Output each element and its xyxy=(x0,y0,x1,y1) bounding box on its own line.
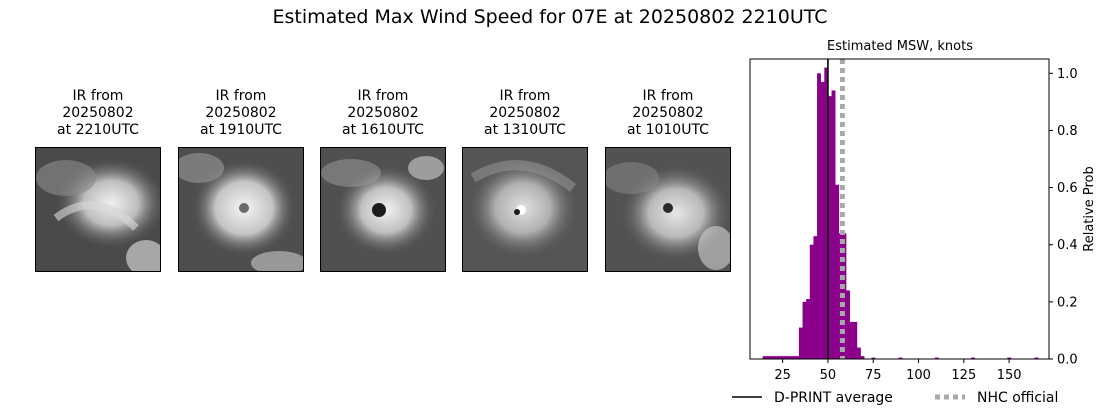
histogram-bar xyxy=(934,357,939,359)
histogram-bar xyxy=(795,356,800,359)
ir-title-time: at 1910UTC xyxy=(200,122,282,138)
histogram-bar xyxy=(846,290,850,359)
ir-title-date: 20250802 xyxy=(489,105,561,121)
ir-title-line: IR from xyxy=(357,88,409,104)
ir-satellite-image xyxy=(35,147,161,272)
ir-panel-title: IR from 20250802 at 2210UTC xyxy=(15,88,181,139)
histogram-bar xyxy=(784,356,789,359)
y-tick-label: 0.4 xyxy=(1057,238,1078,253)
ir-title-time: at 2210UTC xyxy=(57,122,139,138)
histogram-bar xyxy=(849,321,854,359)
histogram-bar xyxy=(820,81,825,359)
y-tick-label: 0.8 xyxy=(1057,124,1078,139)
x-axis-ticks: 25 50 75 100 125 150 xyxy=(774,359,1022,383)
histogram-bar xyxy=(777,356,782,359)
y-axis-ticks: 0.0 0.2 0.4 0.6 0.8 1.0 xyxy=(1049,67,1078,368)
histogram-bar xyxy=(827,96,832,360)
histogram-bar xyxy=(856,347,861,359)
histogram-bar xyxy=(773,356,778,359)
histogram-bar xyxy=(860,356,865,359)
ir-satellite-image xyxy=(178,147,304,272)
histogram-bar xyxy=(824,67,829,360)
y-axis-label: Relative Prob xyxy=(1082,166,1097,251)
ir-title-line: IR from xyxy=(72,88,124,104)
chart-title: Estimated MSW, knots xyxy=(827,39,973,54)
histogram-bar xyxy=(780,356,785,359)
x-tick-label: 75 xyxy=(865,368,882,383)
reference-lines xyxy=(827,59,845,359)
ir-title-time: at 1610UTC xyxy=(342,122,424,138)
chart-legend: D-PRINT average NHC official xyxy=(732,390,1058,406)
ir-title-line: IR from xyxy=(499,88,551,104)
histogram-bar xyxy=(853,321,858,359)
histogram-bar xyxy=(971,357,976,359)
ir-satellite-image xyxy=(462,147,588,272)
histogram-bar xyxy=(788,356,792,359)
ir-satellite-image xyxy=(605,147,731,272)
ir-title-date: 20250802 xyxy=(347,105,419,121)
x-tick-label: 125 xyxy=(951,368,976,383)
histogram-bar xyxy=(813,236,818,359)
y-tick-label: 0.2 xyxy=(1057,295,1078,310)
ir-title-line: IR from xyxy=(642,88,694,104)
ir-title-time: at 1310UTC xyxy=(484,122,566,138)
ir-title-date: 20250802 xyxy=(205,105,277,121)
histogram-bar xyxy=(831,90,836,359)
histogram-bar xyxy=(835,184,840,359)
histogram-bar xyxy=(809,244,814,359)
histogram-bar xyxy=(871,357,876,359)
y-tick-label: 0.6 xyxy=(1057,181,1078,196)
histogram-bar xyxy=(798,327,803,359)
plot-frame xyxy=(749,58,1050,360)
histogram-bars xyxy=(762,67,1039,360)
histogram-bar xyxy=(762,356,767,359)
figure-title: Estimated Max Wind Speed for 07E at 2025… xyxy=(272,6,828,28)
histogram-bar xyxy=(769,356,774,359)
y-tick-label: 1.0 xyxy=(1057,67,1078,82)
x-tick-label: 100 xyxy=(906,368,931,383)
legend-dprint-label: D-PRINT average xyxy=(774,390,893,406)
ir-satellite-image xyxy=(320,147,446,272)
ir-panel-title: IR from 20250802 at 1010UTC xyxy=(585,88,751,139)
x-tick-label: 25 xyxy=(774,368,791,383)
legend-nhc-label: NHC official xyxy=(977,390,1058,406)
histogram-bar xyxy=(1007,357,1012,359)
y-tick-label: 0.0 xyxy=(1057,353,1078,368)
histogram-bar xyxy=(817,73,821,360)
x-tick-label: 150 xyxy=(997,368,1022,383)
histogram-bar xyxy=(802,301,807,359)
ir-title-time: at 1010UTC xyxy=(627,122,709,138)
ir-title-date: 20250802 xyxy=(62,105,134,121)
histogram-bar xyxy=(791,356,796,359)
ir-panel-title: IR from 20250802 at 1910UTC xyxy=(158,88,324,139)
x-tick-label: 50 xyxy=(820,368,837,383)
histogram-bar xyxy=(806,299,811,359)
histogram-bar xyxy=(766,356,771,359)
ir-panel-title: IR from 20250802 at 1610UTC xyxy=(300,88,466,139)
ir-panel-title: IR from 20250802 at 1310UTC xyxy=(442,88,608,139)
ir-title-date: 20250802 xyxy=(632,105,704,121)
histogram-bar xyxy=(1034,357,1039,359)
ir-title-line: IR from xyxy=(215,88,267,104)
histogram-bar xyxy=(898,357,903,359)
